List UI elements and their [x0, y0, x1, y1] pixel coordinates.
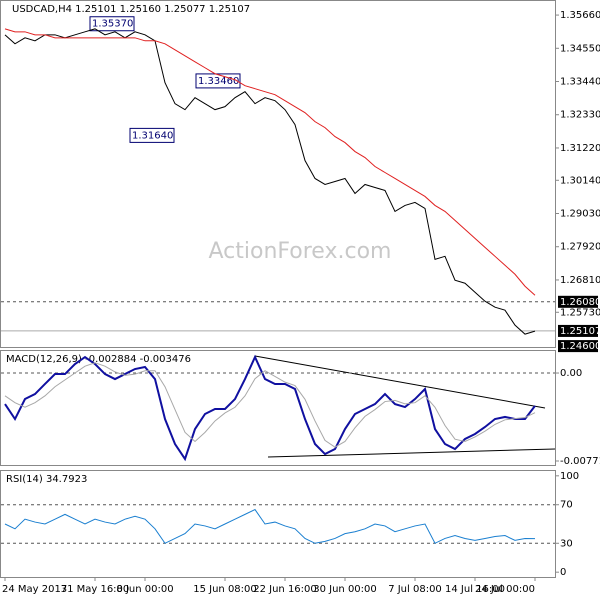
price-panel — [0, 0, 556, 348]
x-tick-label: 15 Jun 08:00 — [193, 584, 257, 595]
x-tick-label: 22 Jun 16:00 — [253, 584, 317, 595]
x-tick-label: 30 Jun 00:00 — [313, 584, 377, 595]
chart-title: USDCAD,H4 1.25101 1.25160 1.25077 1.2510… — [12, 4, 250, 15]
y-tick-label: 1.34550 — [560, 43, 600, 54]
annotation-label: 1.35370 — [92, 19, 133, 30]
x-tick-label: 7 Jul 08:00 — [388, 584, 442, 595]
watermark: ActionForex.com — [209, 239, 392, 264]
macd-panel — [0, 350, 556, 466]
y-tick-label: 1.25730 — [560, 307, 600, 318]
level-label: 1.25107 — [560, 326, 600, 337]
trend-line — [254, 355, 546, 409]
series-line — [4, 508, 536, 544]
annotation-label: 1.31640 — [132, 130, 173, 141]
trend-line — [267, 448, 556, 458]
y-tick-label: 0 — [560, 567, 566, 578]
y-tick-label: 1.26810 — [560, 275, 600, 286]
annotation-box — [89, 16, 135, 32]
rsi-title: RSI(14) 34.7923 — [6, 474, 87, 485]
level-box — [558, 324, 598, 337]
y-tick-label: 1.27920 — [560, 242, 600, 253]
y-tick-label: 1.32330 — [560, 110, 600, 121]
y-tick-label: 1.30140 — [560, 175, 600, 186]
y-tick-label: 1.29030 — [560, 209, 600, 220]
rsi-panel — [0, 470, 556, 578]
series-line — [4, 28, 536, 335]
y-tick-label: 0.00 — [560, 368, 582, 379]
series-line — [4, 362, 536, 448]
series-line — [4, 28, 536, 296]
annotation-box — [129, 127, 175, 143]
x-tick-label: 24 May 2017 — [2, 584, 67, 595]
level-box — [558, 340, 598, 353]
level-label: 1.24600 — [560, 341, 600, 352]
y-tick-label: 1.35660 — [560, 10, 600, 21]
y-tick-label: 1.33440 — [560, 77, 600, 88]
level-label: 1.26080 — [560, 297, 600, 308]
annotation-label: 1.33460 — [198, 76, 239, 87]
level-box — [558, 295, 598, 308]
y-tick-label: 70 — [560, 500, 573, 511]
y-tick-label: 100 — [560, 471, 579, 482]
x-tick-label: 31 May 16:00 — [61, 584, 130, 595]
x-tick-label: 14 Jul 16:00 — [445, 584, 505, 595]
y-tick-label: 30 — [560, 538, 573, 549]
x-tick-label: 24 Jul 00:00 — [475, 584, 535, 595]
x-tick-label: 8 Jun 00:00 — [116, 584, 173, 595]
y-tick-label: 1.31220 — [560, 143, 600, 154]
macd-title: MACD(12,26,9) -0.002884 -0.003476 — [6, 354, 191, 365]
